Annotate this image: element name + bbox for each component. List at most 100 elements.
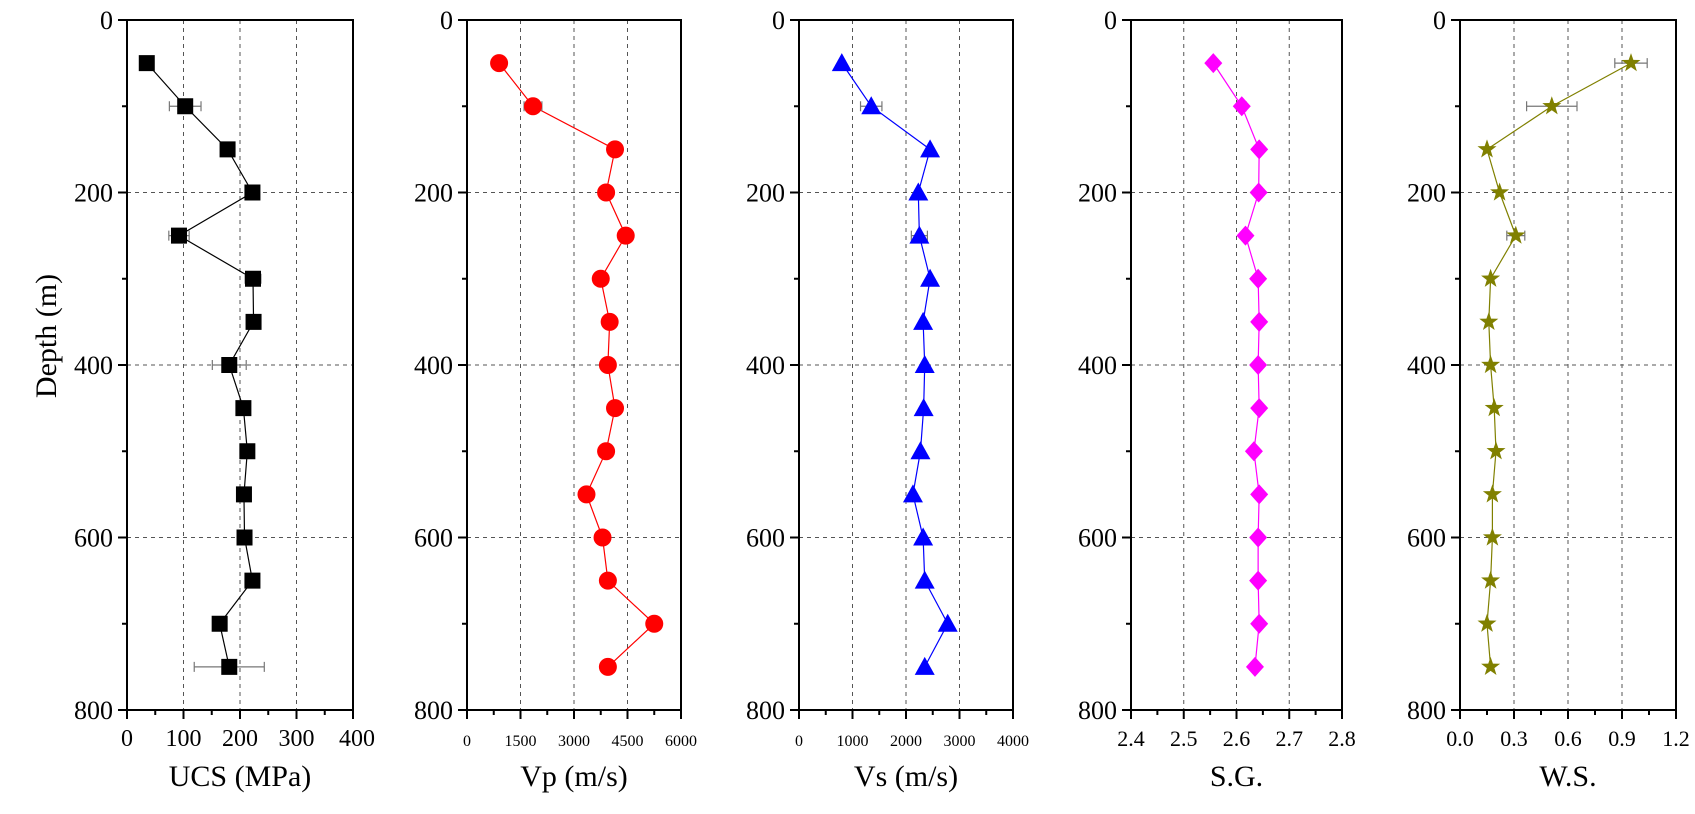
data-point — [177, 98, 194, 115]
y-tick-label: 800 — [1078, 696, 1117, 725]
y-tick-label: 0 — [100, 6, 113, 35]
data-point — [597, 442, 616, 461]
x-tick-label: 1500 — [505, 733, 537, 750]
data-point — [1250, 398, 1269, 419]
data-point — [235, 400, 252, 417]
x-tick-label: 2.6 — [1223, 726, 1251, 751]
y-tick-label: 400 — [1078, 351, 1117, 380]
x-tick-label: 3000 — [558, 733, 590, 750]
x-tick-label: 0 — [121, 726, 133, 752]
data-point — [221, 357, 238, 373]
data-point — [1250, 139, 1269, 160]
data-point — [1542, 96, 1562, 115]
data-point — [138, 55, 155, 72]
y-tick-label: 800 — [746, 696, 785, 725]
data-point — [1481, 570, 1501, 589]
data-point — [1245, 656, 1264, 677]
data-point — [1204, 53, 1223, 74]
x-tick-label: 0.9 — [1608, 726, 1636, 751]
data-point — [913, 527, 934, 546]
data-point — [577, 485, 596, 504]
data-point — [244, 184, 261, 201]
data-point — [645, 614, 664, 633]
x-tick-label: 400 — [339, 726, 375, 752]
depth-axis-title: Depth (m) — [30, 274, 63, 398]
data-point — [909, 225, 930, 244]
data-point — [244, 270, 261, 287]
data-point — [606, 399, 625, 418]
data-point — [598, 657, 617, 676]
data-point — [600, 312, 619, 331]
chart-panel-3: 0 200 400 600 800 0 1000 2000 3000 4000 Vs (m/s) — [746, 6, 1029, 793]
x-tick-label: 2.5 — [1170, 726, 1198, 751]
y-tick-label: 400 — [414, 351, 453, 380]
x-tick-label: 0 — [795, 733, 803, 750]
y-tick-label: 600 — [74, 524, 113, 553]
y-tick-label: 200 — [746, 179, 785, 208]
data-point — [861, 96, 882, 115]
data-point — [239, 443, 256, 460]
x-tick-label: 4500 — [612, 733, 644, 750]
data-point — [1621, 53, 1641, 72]
data-point — [1482, 484, 1502, 503]
data-point — [908, 182, 929, 201]
data-point — [1250, 311, 1269, 332]
data-point — [597, 183, 616, 202]
data-point — [598, 571, 617, 590]
x-axis-title: UCS (MPa) — [169, 760, 312, 793]
data-point — [1482, 527, 1502, 546]
x-tick-label: 1000 — [837, 733, 869, 750]
x-tick-label: 2.8 — [1328, 726, 1356, 751]
data-point — [902, 484, 923, 503]
x-tick-label: 0.6 — [1554, 726, 1582, 751]
data-point — [1249, 268, 1268, 289]
data-point — [1249, 355, 1268, 375]
data-point — [1506, 225, 1526, 244]
data-point — [1477, 139, 1497, 158]
data-point — [914, 355, 935, 373]
data-point — [1479, 311, 1499, 330]
x-axis-title: S.G. — [1210, 760, 1263, 793]
x-axis-title: Vs (m/s) — [854, 760, 958, 793]
y-tick-label: 400 — [746, 351, 785, 380]
data-point — [920, 139, 941, 158]
x-tick-label: 2.4 — [1117, 726, 1145, 751]
data-point — [1249, 527, 1268, 548]
data-point — [219, 141, 236, 158]
chart-panels: 0 200 400 600 800 0 100 200 300 400 UCS (MPa) 0 200 4… — [74, 6, 1690, 793]
x-tick-label: 1.2 — [1662, 726, 1690, 751]
data-point — [1250, 613, 1269, 634]
data-point — [236, 529, 253, 546]
x-tick-label: 4000 — [997, 733, 1029, 750]
data-point — [1232, 96, 1251, 117]
y-tick-label: 600 — [1078, 524, 1117, 553]
data-point — [1477, 613, 1497, 632]
y-tick-label: 200 — [414, 179, 453, 208]
y-tick-label: 600 — [414, 524, 453, 553]
y-tick-label: 600 — [1407, 524, 1446, 553]
x-tick-label: 2000 — [890, 733, 922, 750]
y-tick-label: 200 — [74, 179, 113, 208]
y-tick-label: 0 — [440, 6, 453, 35]
data-point — [910, 441, 931, 460]
data-point — [1481, 355, 1501, 374]
data-point — [1244, 441, 1263, 462]
x-tick-label: 300 — [279, 726, 315, 752]
y-tick-label: 800 — [1407, 696, 1446, 725]
y-tick-label: 800 — [414, 696, 453, 725]
data-point — [913, 311, 934, 330]
x-axis-title: W.S. — [1539, 760, 1596, 793]
data-point — [591, 269, 610, 288]
y-tick-label: 0 — [772, 6, 785, 35]
data-point — [1481, 268, 1501, 287]
data-point — [221, 658, 238, 675]
data-point — [1490, 182, 1510, 201]
y-tick-label: 800 — [74, 696, 113, 725]
x-tick-label: 200 — [222, 726, 258, 752]
chart-panel-1: 0 200 400 600 800 0 100 200 300 400 UCS (MPa) — [74, 6, 375, 793]
data-point — [244, 572, 261, 589]
y-tick-label: 400 — [74, 351, 113, 380]
